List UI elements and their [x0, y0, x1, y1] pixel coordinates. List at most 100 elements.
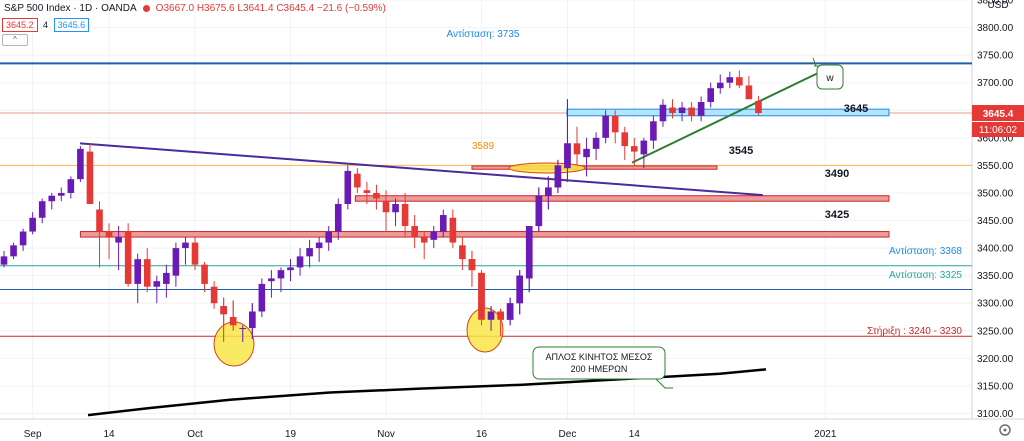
candle — [163, 264, 170, 298]
candle-body — [420, 237, 428, 243]
candle-body — [716, 82, 724, 89]
highlight-oval — [213, 321, 255, 367]
candle-body — [306, 248, 313, 257]
y-tick-label: 3700.00 — [977, 78, 1014, 89]
y-tick-label: 3850.00 — [977, 0, 1014, 7]
candle-body — [86, 151, 94, 204]
candle — [755, 95, 762, 116]
candle-body — [96, 209, 103, 232]
candle-body — [669, 107, 676, 114]
candle — [640, 137, 648, 169]
candle — [745, 76, 753, 100]
candle — [401, 192, 409, 238]
highlight-oval — [508, 162, 586, 174]
chart-header: S&P 500 Index · 1D · OANDA O3667.0 H3675… — [4, 3, 386, 14]
candle-body — [573, 143, 581, 155]
candle — [134, 253, 141, 304]
ascending-trendline — [631, 70, 823, 164]
candle-body — [487, 311, 495, 320]
candle-body — [440, 215, 447, 232]
candle — [29, 212, 36, 235]
x-tick-label: Oct — [187, 429, 203, 440]
candle-body — [411, 226, 418, 238]
settings-icon — [999, 424, 1011, 436]
x-tick-label: 14 — [629, 429, 641, 440]
candle — [669, 99, 676, 119]
resistance-label-3735: Αντίσταση: 3735 — [447, 28, 520, 40]
last-price-value: 3645.4 — [983, 109, 1014, 120]
symbol-title[interactable]: S&P 500 Index · 1D · OANDA — [4, 3, 137, 14]
y-tick-label: 3450.00 — [977, 216, 1014, 227]
candle-body — [105, 231, 113, 238]
candle — [0, 250, 8, 268]
candle — [736, 70, 743, 89]
zone-3425 — [79, 231, 890, 238]
candle-body — [315, 242, 323, 249]
candle — [38, 198, 46, 224]
candle — [697, 96, 705, 122]
x-tick-label: Nov — [377, 429, 395, 440]
candle-body — [554, 165, 562, 188]
y-tick-label: 3100.00 — [977, 409, 1014, 420]
candle — [392, 198, 399, 227]
candle — [611, 110, 619, 144]
candle — [258, 278, 266, 318]
candle — [726, 71, 734, 89]
candle — [115, 226, 122, 271]
candle-body — [48, 195, 56, 202]
candle — [631, 137, 638, 166]
candle-body — [468, 259, 476, 271]
last-price-tag — [972, 105, 1024, 122]
level-label-3545: 3545 — [729, 145, 753, 157]
zone-3545 — [471, 165, 718, 170]
candle — [650, 115, 657, 149]
sell-price-button[interactable]: 3645.2 — [2, 18, 38, 32]
candle-body — [191, 242, 199, 265]
candle-body — [201, 264, 208, 284]
candle-body — [0, 256, 8, 265]
candle-body — [220, 305, 227, 315]
candle — [592, 132, 600, 160]
candle-body — [29, 217, 36, 232]
w-callout-label: w — [825, 73, 834, 84]
candle — [19, 228, 27, 251]
x-tick-label: Sep — [24, 429, 42, 440]
candle-body — [19, 231, 27, 246]
candle — [373, 184, 380, 210]
candle — [306, 239, 313, 268]
resistance-label-3325: Αντίσταση: 3325 — [889, 269, 962, 281]
candle — [10, 242, 17, 260]
candle — [382, 190, 390, 232]
candle-body — [134, 259, 141, 284]
y-tick-label: 3400.00 — [977, 244, 1014, 255]
buy-price-button[interactable]: 3645.6 — [53, 18, 90, 32]
y-tick-label: 3150.00 — [977, 381, 1014, 392]
candle-body — [506, 303, 514, 320]
candle — [449, 209, 457, 249]
candle-body — [239, 328, 247, 330]
candle-body — [258, 283, 266, 312]
candle-body — [678, 107, 686, 114]
collapse-legend-button[interactable]: ^ — [2, 34, 28, 46]
x-tick-label: 19 — [285, 429, 297, 440]
candle-body — [602, 115, 609, 138]
candle-body — [392, 203, 399, 213]
candle — [440, 209, 447, 238]
resistance-label-3368: Αντίσταση: 3368 — [889, 245, 962, 257]
candle — [182, 237, 189, 265]
x-tick-label: 2021 — [814, 429, 837, 440]
candle-body — [621, 132, 629, 147]
x-tick-label: 14 — [103, 429, 115, 440]
candle-body — [325, 231, 332, 243]
candle-body — [172, 248, 180, 276]
candle-body — [334, 203, 342, 232]
candle — [77, 146, 84, 182]
currency-label[interactable]: USD — [987, 0, 1009, 11]
candle — [459, 237, 466, 271]
candle-body — [707, 88, 714, 102]
x-tick-label: Dec — [559, 429, 577, 440]
candle-body — [535, 195, 543, 227]
candle — [210, 281, 218, 309]
level-label-3645: 3645 — [844, 103, 868, 115]
